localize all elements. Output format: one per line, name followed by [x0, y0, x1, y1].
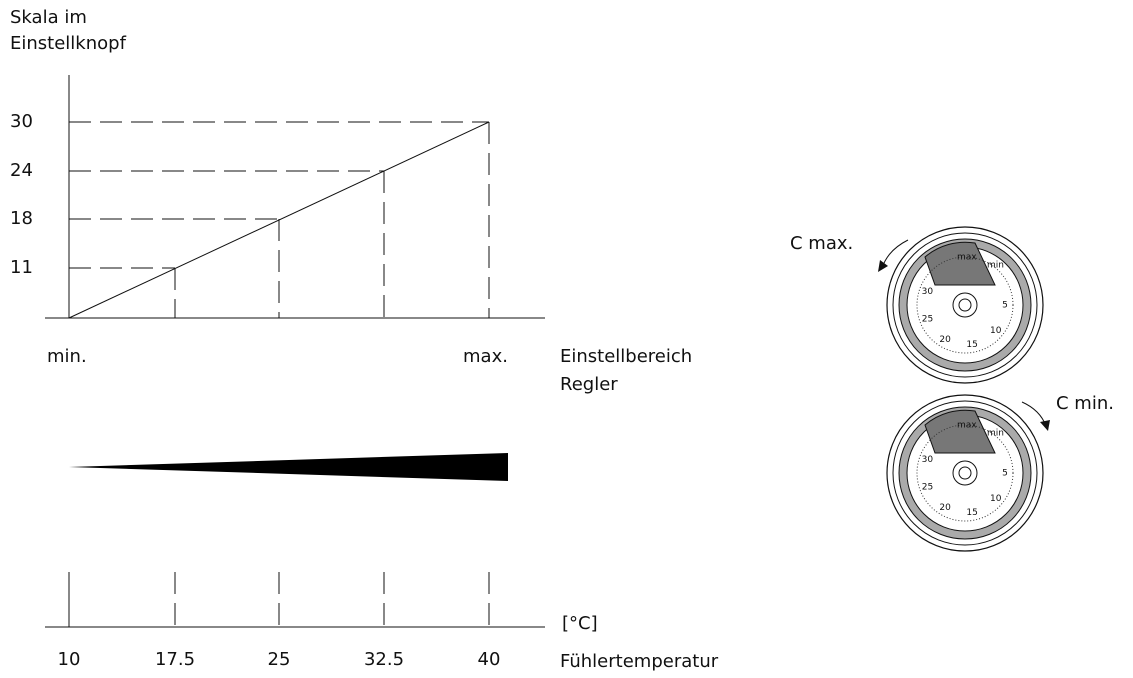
temperature-label: 25 — [268, 649, 291, 670]
dial-scale-ring — [916, 424, 1014, 522]
dial-ring — [892, 400, 1038, 546]
knob-scale-label: 24 — [10, 160, 33, 181]
dial-scale-label: 10 — [990, 326, 1002, 336]
temperature-caption: Fühlertemperatur — [560, 651, 719, 672]
dial-scale-label: 25 — [922, 314, 933, 324]
knob-scale-label: 18 — [10, 208, 33, 229]
knob-scale-label: 11 — [10, 257, 33, 278]
range-caption: Regler — [560, 374, 618, 395]
dial-segment — [924, 409, 996, 454]
dial-segment — [924, 241, 996, 286]
dial-marker: min — [987, 261, 1004, 271]
dial-ring — [892, 232, 1038, 378]
temperature-label: 17.5 — [155, 649, 195, 670]
temperature-label: 10 — [58, 649, 81, 670]
axis-caption: Einstellknopf — [10, 33, 127, 54]
knob-scale-label: 30 — [10, 111, 33, 132]
dial-scale-label: 10 — [990, 494, 1002, 504]
dial-scale-ring — [916, 256, 1014, 354]
dial-marker: max — [957, 253, 977, 263]
dial-hub-inner — [958, 298, 972, 312]
dial-scale-label: 25 — [922, 482, 933, 492]
range-label: min. — [47, 346, 87, 367]
dial-label: C min. — [1056, 393, 1114, 414]
arrow-head — [1040, 420, 1050, 431]
range-caption: Einstellbereich — [560, 346, 692, 367]
dial-scale-label: 20 — [939, 335, 951, 345]
dial-label: C max. — [790, 233, 853, 254]
dial-scale-label: 15 — [966, 340, 977, 350]
dial-marker: max — [957, 421, 977, 431]
range-label: max. — [463, 346, 508, 367]
arrow-head — [878, 260, 888, 272]
dial-scale-label: 30 — [922, 287, 934, 297]
temperature-label: 32.5 — [364, 649, 404, 670]
temperature-label: 40 — [478, 649, 501, 670]
dial-hub-inner — [958, 466, 972, 480]
dial-scale-label: 5 — [1002, 300, 1008, 310]
dial-scale-label: 15 — [966, 508, 977, 518]
dial-scale-label: 5 — [1002, 468, 1008, 478]
dial-scale-label: 30 — [922, 455, 934, 465]
dial-marker: min — [987, 429, 1004, 439]
wedge — [69, 453, 508, 481]
axis-caption: Skala im — [10, 7, 87, 28]
dial-scale-label: 20 — [939, 503, 951, 513]
unit-label: [°C] — [562, 613, 598, 634]
